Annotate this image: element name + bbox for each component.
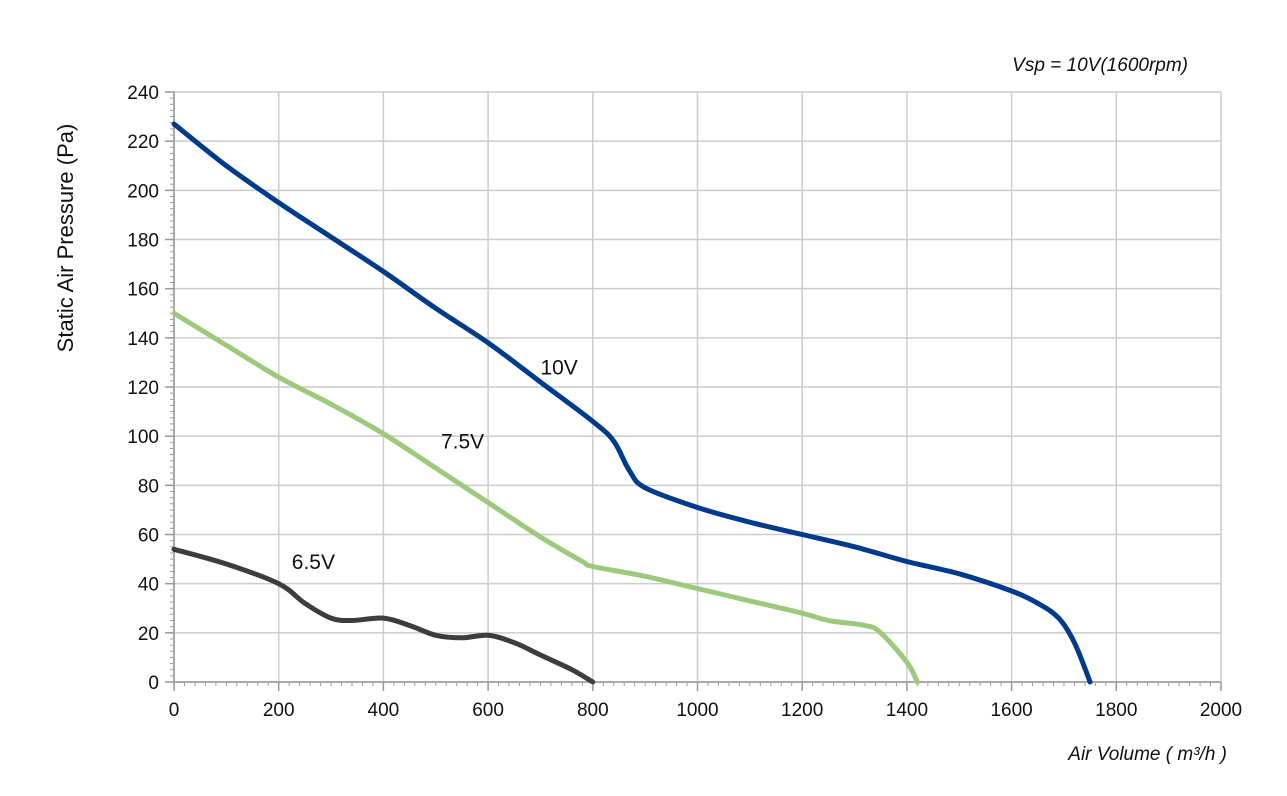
- series-lines: [171, 121, 1093, 685]
- y-tick-label: 80: [138, 476, 159, 497]
- axes: [165, 91, 1222, 691]
- series-label-7-5V: 7.5V: [441, 430, 484, 453]
- y-tick-label: 100: [127, 427, 159, 448]
- x-tick-label: 1400: [886, 700, 928, 721]
- series-line-7-5V: [171, 310, 920, 685]
- y-tick-label: 160: [127, 280, 159, 301]
- y-axis-title: Static Air Pressure (Pa): [53, 124, 78, 353]
- y-tick-label: 180: [127, 231, 159, 252]
- x-tick-label: 1600: [990, 700, 1032, 721]
- series-line-10V: [171, 121, 1093, 685]
- x-tick-label: 1200: [781, 700, 823, 721]
- y-tick-label: 200: [127, 181, 159, 202]
- x-tick-label: 800: [577, 700, 609, 721]
- y-tick-label: 120: [127, 378, 159, 399]
- y-tick-label: 240: [127, 83, 159, 104]
- x-tick-label: 1000: [676, 700, 718, 721]
- series-line-6-5V: [171, 546, 596, 685]
- tick-labels: 0 20 40 60 80 100 120 140 160 180 200 220 240 0 200 400…: [127, 83, 1242, 721]
- x-tick-label: 1800: [1095, 700, 1137, 721]
- x-tick-label: 0: [169, 700, 180, 721]
- x-tick-label: 2000: [1200, 700, 1242, 721]
- y-tick-label: 220: [127, 132, 159, 153]
- x-tick-label: 400: [368, 700, 400, 721]
- series-label-6-5V: 6.5V: [292, 551, 335, 574]
- y-tick-label: 20: [138, 624, 159, 645]
- x-axis-title: Air Volume ( m³/h ): [1067, 744, 1227, 765]
- y-tick-label: 140: [127, 329, 159, 350]
- series-label-10V: 10V: [540, 357, 577, 380]
- grid: [173, 91, 1222, 683]
- x-tick-label: 600: [472, 700, 504, 721]
- chart-subtitle: Vsp = 10V(1600rpm): [1012, 55, 1188, 76]
- x-tick-label: 200: [263, 700, 295, 721]
- minor-ticks: [170, 91, 1222, 686]
- y-tick-label: 60: [138, 526, 159, 547]
- y-tick-label: 0: [148, 673, 159, 694]
- series-labels: 10V 7.5V 6.5V: [292, 357, 578, 574]
- y-tick-label: 40: [138, 575, 159, 596]
